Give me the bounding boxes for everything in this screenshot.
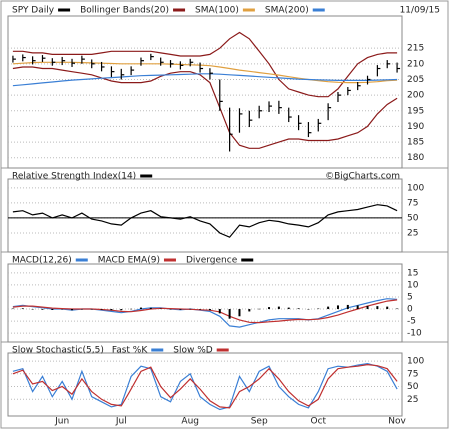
- legend-label: Slow Stochastic(5,5): [12, 346, 104, 356]
- divergence-bar: [189, 308, 192, 310]
- divergence-bar: [356, 305, 359, 310]
- series-line: [12, 61, 398, 84]
- series-line: [12, 73, 398, 87]
- divergence-bar: [228, 309, 231, 319]
- date-label: 11/09/15: [400, 6, 440, 16]
- divergence-bar: [307, 309, 310, 310]
- divergence-bar: [248, 309, 251, 312]
- y-tick-label: 200: [407, 91, 424, 101]
- plot-area: [7, 15, 403, 169]
- divergence-bar: [139, 307, 142, 310]
- legend-label: Relative Strength Index(14): [12, 172, 136, 182]
- divergence-bar: [208, 309, 211, 311]
- divergence-bar: [169, 309, 172, 310]
- y-tick-label: 210: [407, 59, 424, 69]
- y-tick-label: 205: [407, 75, 424, 85]
- legend-label: MACD EMA(9): [98, 256, 160, 266]
- y-tick-label: 75: [407, 198, 418, 208]
- divergence-bar: [268, 307, 271, 310]
- divergence-bar: [327, 306, 330, 310]
- series-line: [12, 204, 398, 238]
- bollinger-band: [12, 66, 398, 149]
- y-tick-label: 10: [407, 280, 419, 290]
- x-tick-label: Nov: [388, 417, 406, 427]
- y-tick-label: 180: [407, 153, 424, 163]
- divergence-bar: [130, 308, 133, 310]
- divergence-bar: [149, 307, 152, 310]
- x-tick-label: Oct: [310, 417, 326, 427]
- divergence-bar: [199, 309, 202, 310]
- x-tick-label: Jun: [54, 417, 69, 427]
- y-tick-label: 190: [407, 122, 424, 132]
- plot-area: [7, 352, 403, 417]
- y-tick-label: -5: [407, 317, 416, 327]
- divergence-bar: [159, 308, 162, 310]
- divergence-bar: [376, 306, 379, 310]
- divergence-bar: [90, 309, 93, 310]
- series-line: [12, 362, 398, 411]
- credit-label: ©BigCharts.com: [325, 172, 400, 182]
- series-line: [12, 299, 398, 324]
- y-tick-label: 25: [407, 395, 418, 405]
- divergence-bar: [21, 308, 24, 310]
- divergence-bar: [100, 309, 103, 310]
- divergence-bar: [31, 309, 34, 310]
- y-tick-label: 25: [407, 228, 418, 238]
- divergence-bar: [110, 309, 113, 311]
- divergence-bar: [71, 309, 74, 311]
- divergence-bar: [218, 309, 221, 314]
- y-tick-label: 50: [407, 213, 419, 223]
- y-tick-label: 0: [407, 305, 413, 315]
- divergence-bar: [80, 309, 83, 310]
- divergence-bar: [336, 305, 339, 310]
- divergence-bar: [51, 309, 54, 310]
- x-tick-label: Aug: [181, 417, 199, 427]
- y-tick-label: 75: [407, 369, 418, 379]
- divergence-bar: [297, 308, 300, 310]
- divergence-bar: [396, 308, 399, 310]
- divergence-bar: [61, 309, 64, 310]
- divergence-bar: [287, 307, 290, 310]
- y-tick-label: 50: [407, 382, 419, 392]
- divergence-bar: [11, 308, 14, 310]
- y-tick-label: 100: [407, 183, 424, 193]
- y-tick-label: 195: [407, 106, 424, 116]
- legend-label: Bollinger Bands(20): [80, 6, 169, 16]
- divergence-bar: [258, 308, 261, 310]
- divergence-bar: [277, 306, 280, 310]
- plot-area: [7, 178, 403, 253]
- divergence-bar: [179, 309, 182, 310]
- legend-label: SPY Daily: [12, 6, 55, 16]
- series-line: [12, 363, 398, 409]
- divergence-bar: [120, 309, 123, 311]
- divergence-bar: [317, 308, 320, 310]
- divergence-bar: [238, 309, 241, 317]
- y-tick-label: 15: [407, 268, 418, 278]
- divergence-bar: [346, 304, 349, 310]
- y-tick-label: -10: [407, 329, 422, 339]
- divergence-bar: [41, 309, 44, 310]
- legend-label: SMA(200): [265, 6, 309, 16]
- y-tick-label: 100: [407, 357, 424, 367]
- legend-label: MACD(12,26): [12, 256, 72, 266]
- x-tick-label: Sep: [251, 417, 268, 427]
- legend-label: SMA(100): [195, 6, 239, 16]
- divergence-bar: [386, 306, 389, 310]
- legend-label: Fast %K: [112, 346, 148, 356]
- legend-label: Slow %D: [173, 346, 212, 356]
- legend-label: Divergence: [186, 256, 238, 266]
- bollinger-band: [12, 31, 398, 98]
- y-tick-label: 215: [407, 44, 424, 54]
- x-tick-label: Jul: [115, 417, 127, 427]
- plot-area: [7, 263, 403, 343]
- divergence-bar: [366, 305, 369, 310]
- y-tick-label: 5: [407, 292, 413, 302]
- y-tick-label: 185: [407, 138, 424, 148]
